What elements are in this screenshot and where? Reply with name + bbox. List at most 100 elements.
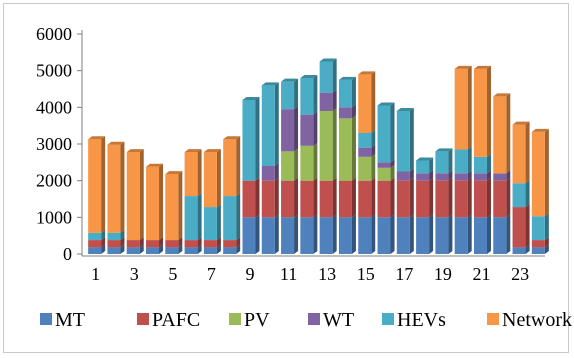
- bar-segment-hevs: [204, 207, 217, 240]
- bar-stack: [358, 71, 375, 254]
- bar-stack: [127, 149, 144, 254]
- x-tick-label: 17: [395, 264, 413, 284]
- bar-segment-pafc: [107, 240, 120, 247]
- bar-segment-mt: [493, 217, 506, 254]
- bar-segment-side: [352, 178, 356, 218]
- bar-stack: [435, 148, 452, 254]
- bar-stack: [262, 82, 279, 254]
- bar-segment-side: [371, 214, 375, 254]
- bar-segment-pafc: [242, 181, 255, 218]
- bar-segment-side: [448, 148, 452, 173]
- bar-stack: [185, 149, 202, 254]
- bar-segment-side: [487, 66, 491, 157]
- bar-segment-wt: [300, 115, 313, 146]
- bar-stack: [88, 136, 105, 254]
- bar-segment-pafc: [262, 181, 275, 218]
- bar-segment-mt: [165, 247, 178, 254]
- bar-segment-wt: [493, 173, 506, 180]
- bar-stack: [223, 136, 240, 254]
- bar-segment-side: [487, 154, 491, 174]
- bar-segment-pafc: [397, 181, 410, 218]
- bar-segment-side: [236, 193, 240, 240]
- bar-segment-side: [101, 136, 105, 233]
- bar-segment-side: [313, 75, 317, 115]
- bar-segment-hevs: [185, 196, 198, 240]
- bar-segment-pafc: [281, 181, 294, 218]
- bar-segment-network: [107, 145, 120, 233]
- legend-swatch-wt: [308, 313, 320, 325]
- x-tick-label: 3: [130, 264, 139, 284]
- bar-segment-side: [294, 178, 298, 218]
- bar-segment-side: [140, 149, 144, 240]
- bar-segment-mt: [320, 217, 333, 254]
- bar-segment-wt: [397, 172, 410, 181]
- legend-swatch-pafc: [137, 313, 149, 325]
- bar-segment-side: [352, 77, 356, 108]
- bar-segment-pafc: [88, 240, 101, 247]
- legend: MT PAFC PV WT HEVs Network: [40, 309, 572, 331]
- bar-segment-side: [448, 178, 452, 218]
- bar-segment-pafc: [339, 181, 352, 218]
- bar-segment-pv: [320, 111, 333, 181]
- bar-segment-side: [294, 106, 298, 151]
- bar-stack: [474, 66, 491, 254]
- bar-segment-network: [185, 152, 198, 196]
- bar-segment-pafc: [223, 240, 236, 247]
- bar-segment-side: [275, 214, 279, 254]
- bar-segment-side: [313, 178, 317, 218]
- y-tick-label: 3000: [36, 134, 72, 154]
- bar-segment-mt: [204, 247, 217, 254]
- bar-segment-hevs: [378, 106, 391, 163]
- bar-segment-side: [333, 108, 337, 181]
- bar-stack: [165, 171, 182, 254]
- bar-segment-mt: [88, 247, 101, 254]
- bar-segment-hevs: [358, 133, 371, 148]
- bar-segment-side: [120, 142, 124, 233]
- bar-segment-hevs: [281, 82, 294, 110]
- bar-segment-side: [371, 130, 375, 148]
- x-tick-label: 13: [318, 264, 336, 284]
- bar-segment-mt: [358, 217, 371, 254]
- bar-segment-hevs: [223, 196, 236, 240]
- bar-segment-wt: [416, 173, 429, 180]
- bar-segment-side: [159, 164, 163, 240]
- legend-swatch-mt: [40, 313, 52, 325]
- bar-segment-mt: [185, 247, 198, 254]
- bar-stack: [397, 108, 414, 254]
- bar-segment-side: [255, 178, 259, 218]
- legend-label: WT: [323, 309, 354, 331]
- bar-segment-pafc: [474, 181, 487, 218]
- bar-segment-hevs: [532, 216, 545, 240]
- bar-segment-side: [391, 103, 395, 163]
- bar-stack: [242, 97, 259, 254]
- legend-label: Network: [502, 309, 572, 331]
- bar-segment-side: [352, 115, 356, 180]
- bar-segment-side: [333, 59, 337, 93]
- bar-segment-side: [217, 149, 221, 207]
- bar-segment-hevs: [300, 78, 313, 115]
- bar-stack: [107, 142, 124, 254]
- bar-segment-side: [275, 178, 279, 218]
- bar-segment-network: [88, 139, 101, 233]
- bar-segment-network: [165, 174, 178, 240]
- bar-segment-side: [448, 214, 452, 254]
- bar-segment-pafc: [185, 240, 198, 247]
- y-tick-labels: 0100020003000400050006000: [36, 24, 72, 264]
- bar-segment-pv: [300, 146, 313, 181]
- y-tick-label: 1000: [36, 207, 72, 227]
- bar-segment-hevs: [88, 233, 101, 240]
- legend-swatch-pv: [229, 313, 241, 325]
- bar-segment-side: [545, 129, 549, 216]
- x-tick-label: 21: [472, 264, 490, 284]
- bar-segment-side: [545, 213, 549, 240]
- bar-segment-side: [410, 108, 414, 172]
- bar-segment-side: [487, 214, 491, 254]
- bar-segment-mt: [242, 217, 255, 254]
- bar-segment-pafc: [455, 181, 468, 218]
- bar-segment-wt: [378, 162, 391, 168]
- bar-segment-hevs: [435, 151, 448, 173]
- bar-segment-side: [468, 214, 472, 254]
- bar-segment-wt: [320, 93, 333, 111]
- bar-segment-pafc: [513, 207, 526, 247]
